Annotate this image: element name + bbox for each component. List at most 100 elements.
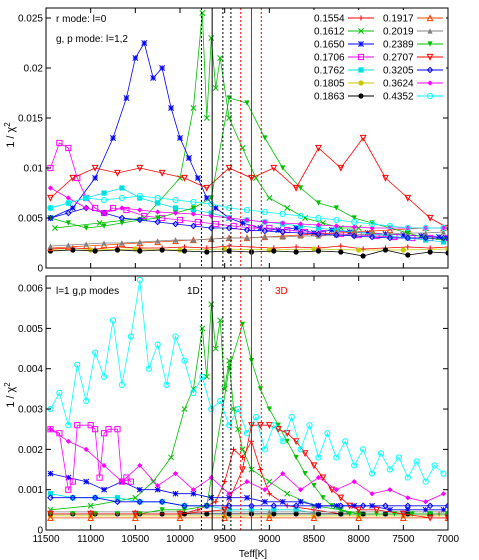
bottom-point-0.2707-8 xyxy=(265,422,273,429)
top-point-0.3624-22 xyxy=(440,225,447,231)
top-point-0.2707-4 xyxy=(136,164,144,172)
top-point-0.2389-8 xyxy=(190,205,196,211)
top-point-0.1863-10 xyxy=(271,248,277,254)
top-point-0.3205-5 xyxy=(136,216,144,224)
bottom-point-0.4352-24 xyxy=(261,446,268,453)
top-point-0.2707-10 xyxy=(270,164,278,172)
bottom-point-0.3205-1 xyxy=(69,494,77,502)
bottom-point-0.3624-20 xyxy=(405,495,411,501)
top-point-0.4352-11 xyxy=(243,206,251,214)
bottom-point-0.2389-5 xyxy=(159,507,165,513)
bottom-point-0.1612-3 xyxy=(150,478,157,485)
bottom-frame xyxy=(45,275,449,531)
top-point-0.1762-4 xyxy=(119,185,125,191)
bottom-point-0.1612-11 xyxy=(217,317,224,324)
bottom-point-0.1612-14 xyxy=(230,406,237,413)
bottom-point-0.2389-11 xyxy=(257,386,263,392)
bottom-point-0.3624-22 xyxy=(440,491,447,497)
bottom-point-0.1650-10 xyxy=(226,494,233,501)
top-annotation-r-mode: r mode: l=0 xyxy=(56,14,107,25)
top-point-0.1612-9 xyxy=(217,55,224,61)
top-point-0.4352-19 xyxy=(386,222,394,230)
top-point-0.1706-9 xyxy=(141,212,148,220)
top-point-0.3624-17 xyxy=(351,224,357,230)
bottom-point-0.2389-23 xyxy=(373,511,380,517)
bottom-point-0.1650-20 xyxy=(404,506,411,513)
top-point-0.3624-2 xyxy=(83,205,89,211)
top-point-0.3624-16 xyxy=(333,223,339,229)
top-point-0.1863-4 xyxy=(137,248,143,254)
legend-swatch-marker-0.1650 xyxy=(358,41,364,47)
top-point-0.3205-13 xyxy=(279,228,287,236)
top-y-tick-label-1: 0.005 xyxy=(18,214,43,225)
bottom-point-0.3205-7 xyxy=(203,502,211,510)
bottom-y-tick-label-3: 0.003 xyxy=(18,405,43,416)
top-point-0.1650-8 xyxy=(159,65,166,71)
bottom-point-0.1612-4 xyxy=(168,454,175,461)
top-y-tick-label-5: 0.025 xyxy=(18,14,43,25)
legend-label-0.2019: 0.2019 xyxy=(383,27,414,38)
top-series-0.2019 xyxy=(47,229,447,249)
legend-label-0.1554: 0.1554 xyxy=(314,14,345,25)
top-point-0.4352-13 xyxy=(279,210,286,218)
bottom-point-0.1650-2 xyxy=(83,478,90,485)
top-point-0.2019-5 xyxy=(137,239,143,245)
top-point-0.4352-18 xyxy=(368,220,376,228)
top-point-0.1762-3 xyxy=(101,190,107,196)
y-axis-label-top-sup: 2 xyxy=(3,122,12,127)
bottom-point-0.2707-0 xyxy=(47,510,54,518)
legend-swatch-marker-0.1554 xyxy=(358,15,364,21)
top-point-0.1762-0 xyxy=(47,205,54,211)
top-point-0.1650-26 xyxy=(418,233,425,239)
top-point-0.1863-16 xyxy=(405,252,411,258)
top-point-0.3205-14 xyxy=(297,229,304,237)
bottom-point-0.1863-13 xyxy=(338,511,344,517)
bottom-point-0.1612-15 xyxy=(235,426,242,433)
top-point-0.1805-7 xyxy=(356,247,362,253)
bottom-point-0.1706-12 xyxy=(123,474,130,481)
bottom-series-line-0.1706 xyxy=(50,424,132,491)
top-point-0.3205-12 xyxy=(261,227,269,235)
top-point-0.2019-6 xyxy=(155,238,161,244)
bottom-point-0.1762-0 xyxy=(47,491,54,497)
bottom-point-0.1612-2 xyxy=(132,494,139,501)
bottom-point-0.2707-13 xyxy=(310,462,318,470)
bottom-x-tick-label-8: 7500 xyxy=(392,534,415,545)
bottom-point-0.1650-8 xyxy=(190,490,197,497)
bottom-y-tick-label-2: 0.002 xyxy=(18,445,43,456)
bottom-point-0.3624-15 xyxy=(315,474,322,481)
top-point-0.4352-20 xyxy=(404,224,411,232)
top-series-line-0.3205 xyxy=(50,207,444,239)
bottom-point-0.3205-12 xyxy=(315,502,322,510)
top-point-0.1650-4 xyxy=(123,95,130,101)
top-point-0.1863-6 xyxy=(181,248,188,254)
bottom-point-0.4352-26 xyxy=(279,438,286,445)
top-point-0.1762-9 xyxy=(208,210,214,216)
bottom-point-0.1612-9 xyxy=(208,301,215,308)
y-axis-label-top: 1 / χ2 xyxy=(3,122,17,148)
bottom-point-0.4352-9 xyxy=(127,333,134,340)
top-point-0.4352-10 xyxy=(226,204,233,212)
top-point-0.1863-3 xyxy=(114,247,121,253)
bottom-point-0.3205-17 xyxy=(426,502,434,510)
bottom-point-0.3624-19 xyxy=(387,487,393,493)
bottom-point-0.4352-11 xyxy=(145,365,152,372)
top-point-0.2019-10 xyxy=(226,235,232,241)
bottom-point-0.1612-19 xyxy=(284,490,291,497)
top-point-0.2019-8 xyxy=(190,237,196,243)
bottom-point-0.4352-41 xyxy=(413,458,420,465)
top-point-0.3205-10 xyxy=(225,224,233,232)
bottom-point-0.1762-8 xyxy=(226,507,232,513)
bottom-point-0.4352-18 xyxy=(208,405,215,413)
bottom-point-0.2389-0 xyxy=(47,511,54,517)
top-point-0.2389-1 xyxy=(65,220,71,226)
legend-swatch-marker-0.1805 xyxy=(358,80,364,86)
bottom-point-0.3205-16 xyxy=(404,502,412,510)
top-point-0.2707-3 xyxy=(114,169,121,177)
legend-swatch-marker-0.3624 xyxy=(427,80,433,86)
bottom-point-0.1706-5 xyxy=(87,422,94,429)
bottom-x-tick-label-9: 7000 xyxy=(437,534,460,545)
legend-label-0.1612: 0.1612 xyxy=(314,27,345,38)
bottom-point-0.1612-5 xyxy=(181,406,188,413)
top-point-0.2019-13 xyxy=(280,234,286,240)
